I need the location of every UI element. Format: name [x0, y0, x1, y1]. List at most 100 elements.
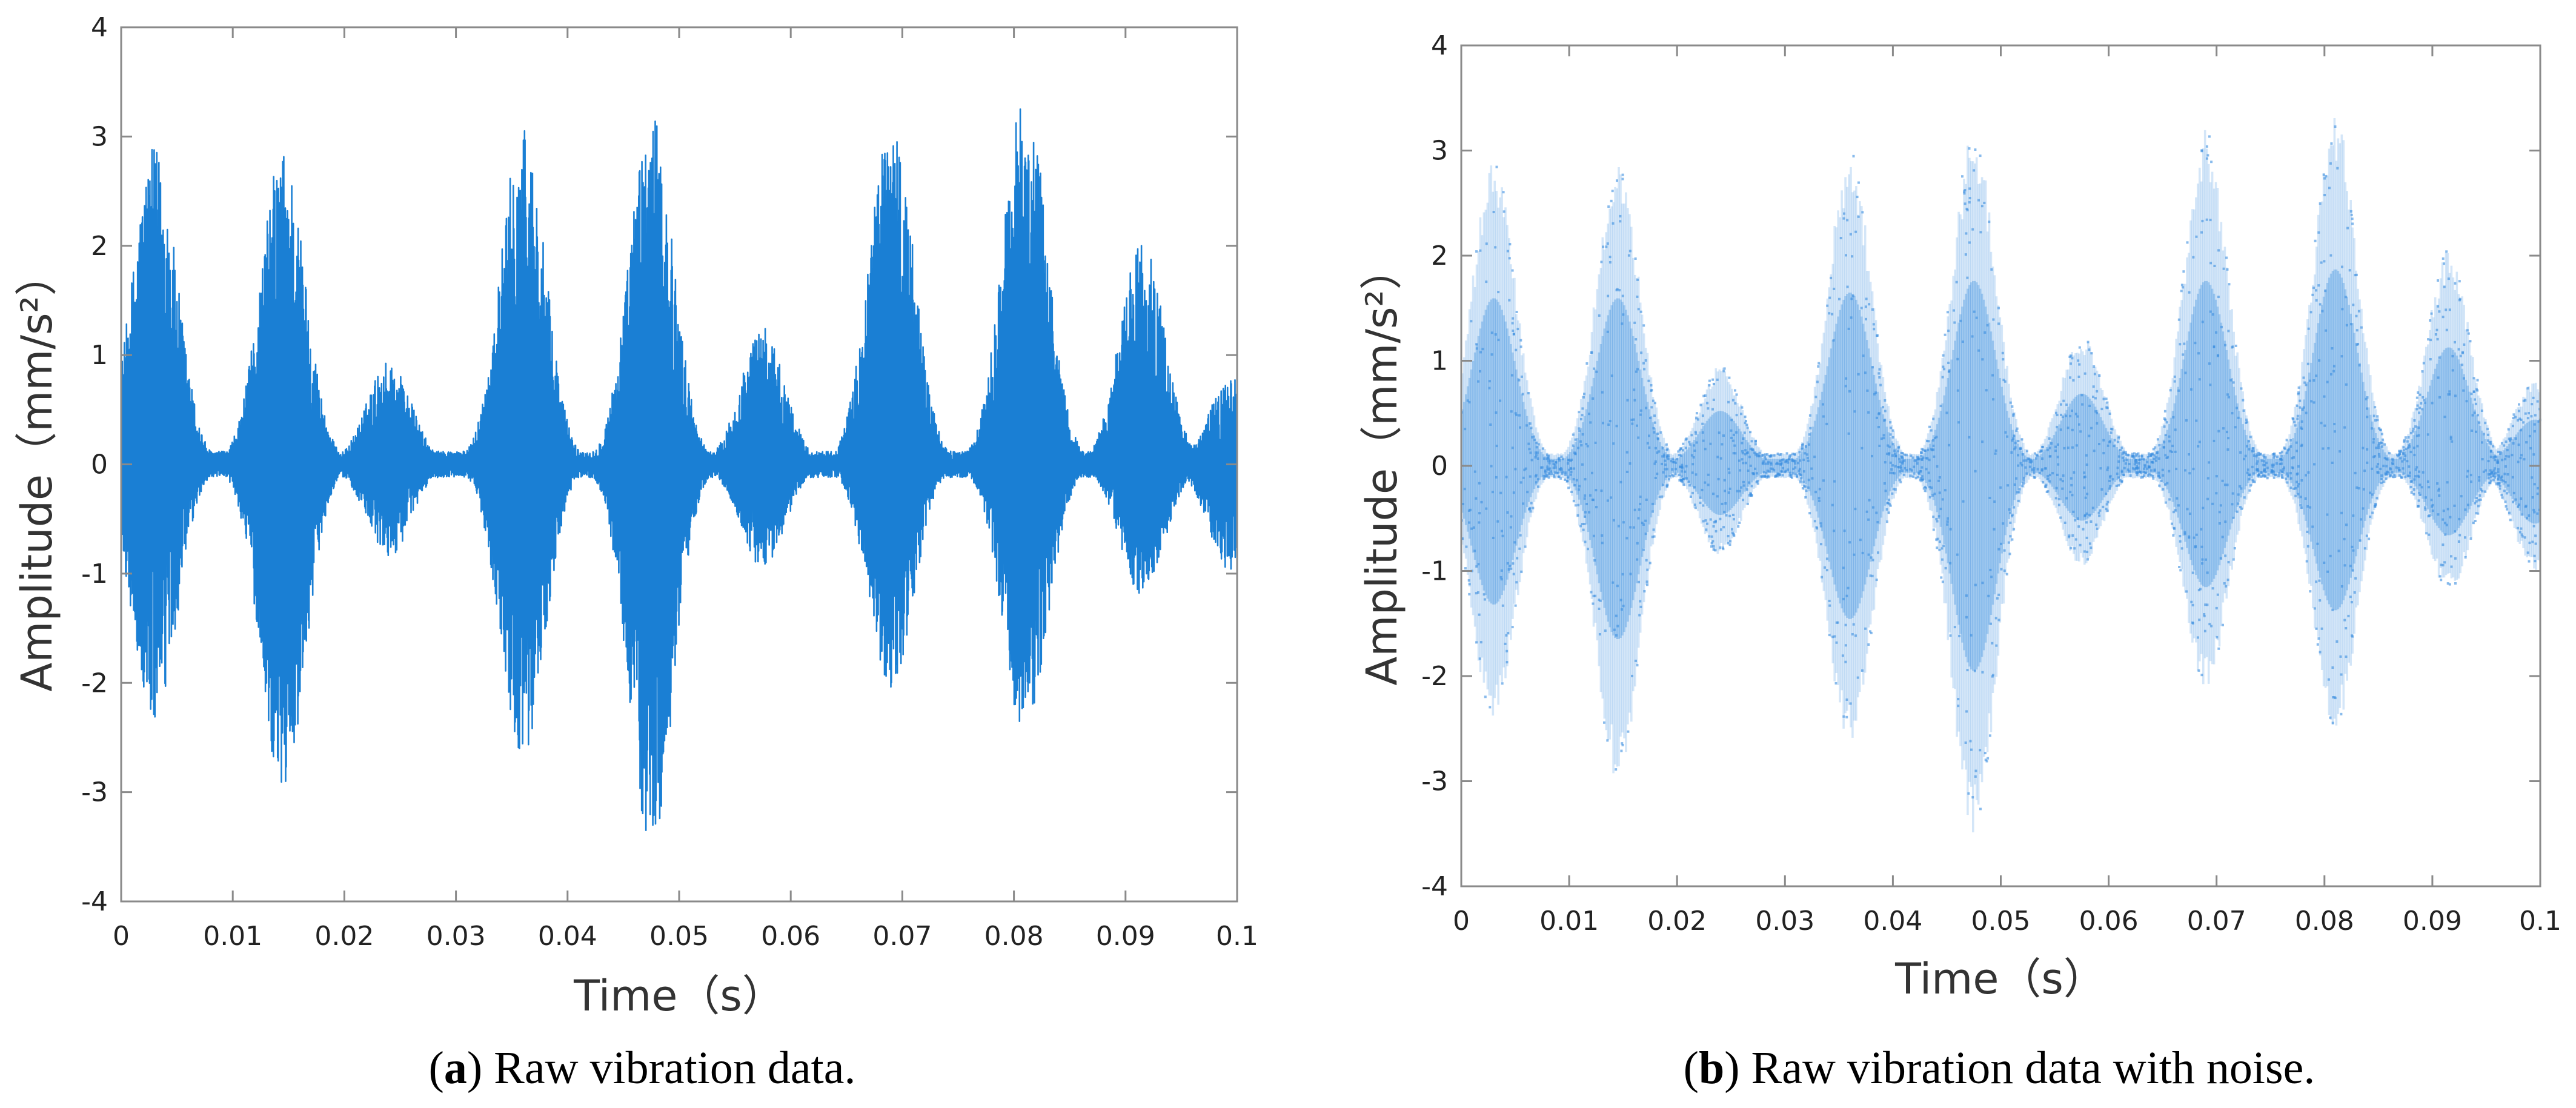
- noise-band: [1842, 208, 1845, 729]
- noise-point: [2428, 486, 2431, 489]
- noise-point: [1619, 220, 1622, 223]
- noise-core: [2254, 453, 2257, 474]
- noise-point: [2499, 452, 2502, 455]
- noise-point: [1704, 481, 1707, 484]
- noise-point: [2463, 343, 2466, 346]
- noise-band: [1510, 264, 1512, 640]
- noise-core: [2457, 359, 2460, 528]
- noise-point: [1792, 468, 1795, 470]
- noise-point: [1847, 327, 1850, 330]
- noise-core: [1525, 416, 1529, 508]
- noise-point: [2531, 496, 2534, 499]
- noise-point: [2150, 460, 2153, 463]
- noise-point: [2505, 455, 2508, 458]
- noise-point: [1675, 461, 1678, 464]
- noise-point: [1637, 308, 1640, 311]
- noise-point: [1626, 399, 1629, 402]
- noise-point: [1475, 343, 1478, 346]
- noise-point: [2357, 487, 2360, 489]
- noise-core: [1984, 307, 1987, 643]
- noise-point: [2242, 399, 2245, 402]
- noise-band: [2454, 290, 2457, 581]
- noise-point: [2133, 452, 2136, 455]
- noise-point: [2469, 340, 2472, 343]
- noise-point: [1536, 457, 1539, 460]
- noise-point: [2498, 487, 2501, 490]
- noise-point: [1601, 422, 1604, 425]
- noise-band: [2409, 428, 2411, 490]
- noise-band: [1551, 453, 1553, 477]
- x-tick-label: 0.08: [984, 921, 1044, 952]
- noise-point: [1697, 418, 1699, 421]
- noise-point: [1819, 525, 1822, 528]
- noise-core: [1709, 416, 1712, 510]
- noise-point: [1822, 403, 1824, 406]
- noise-point: [2362, 507, 2365, 510]
- noise-point: [1992, 318, 1995, 321]
- noise-point: [2499, 451, 2502, 454]
- noise-point: [1668, 475, 1671, 478]
- noise-core: [1484, 310, 1487, 595]
- noise-band: [2053, 414, 2056, 506]
- noise-point: [2329, 254, 2332, 257]
- noise-core: [1704, 423, 1707, 504]
- noise-point: [1615, 634, 1618, 637]
- noise-band: [1871, 291, 1874, 611]
- noise-point: [2190, 388, 2193, 391]
- noise-point: [1494, 333, 1497, 336]
- noise-band: [2011, 409, 2014, 532]
- noise-point: [1987, 757, 1990, 760]
- noise-point: [1550, 470, 1552, 473]
- noise-point: [1478, 657, 1481, 660]
- noise-point: [2305, 474, 2307, 477]
- panel-b-x-axis-label: Time（s）: [1894, 954, 2106, 1004]
- noise-point: [2070, 362, 2072, 365]
- noise-point: [2025, 459, 2028, 462]
- noise-point: [2020, 464, 2023, 466]
- noise-core: [1729, 416, 1731, 510]
- noise-point: [1618, 289, 1621, 291]
- noise-point: [2295, 473, 2299, 476]
- noise-point: [2009, 522, 2012, 524]
- noise-band: [2360, 308, 2363, 582]
- noise-point: [2226, 393, 2229, 396]
- noise-core: [1813, 420, 1816, 506]
- noise-band: [1621, 204, 1624, 733]
- noise-point: [2297, 483, 2300, 485]
- noise-point: [1583, 497, 1586, 500]
- noise-point: [1564, 479, 1567, 481]
- noise-core: [2329, 273, 2332, 608]
- y-tick-label: 1: [1431, 346, 1448, 377]
- noise-core: [2292, 438, 2294, 486]
- noise-point: [2417, 499, 2420, 502]
- noise-point: [2124, 451, 2127, 454]
- noise-point: [1590, 591, 1593, 594]
- noise-point: [2251, 479, 2254, 482]
- noise-point: [1889, 504, 1892, 507]
- noise-point: [1479, 641, 1482, 644]
- noise-core: [2312, 353, 2314, 549]
- noise-point: [2480, 410, 2483, 412]
- noise-core: [2518, 430, 2521, 511]
- noise-point: [2135, 462, 2138, 465]
- noise-point: [1675, 458, 1678, 460]
- noise-point: [2004, 431, 2007, 434]
- noise-point: [2188, 453, 2190, 456]
- noise-point: [2240, 507, 2243, 510]
- noise-point: [1648, 434, 1650, 437]
- noise-core: [2045, 447, 2048, 480]
- noise-point: [1465, 545, 1468, 548]
- noise-point: [2072, 510, 2075, 513]
- noise-core: [2398, 457, 2401, 473]
- noise-point: [1679, 465, 1682, 468]
- noise-point: [2279, 452, 2282, 454]
- noise-core: [2502, 450, 2505, 486]
- noise-point: [2174, 450, 2177, 453]
- noise-point: [2380, 442, 2383, 445]
- noise-point: [1625, 451, 1628, 454]
- noise-point: [2242, 409, 2245, 412]
- noise-point: [2500, 442, 2503, 445]
- noise-point: [2319, 651, 2322, 654]
- noise-band: [2515, 409, 2517, 529]
